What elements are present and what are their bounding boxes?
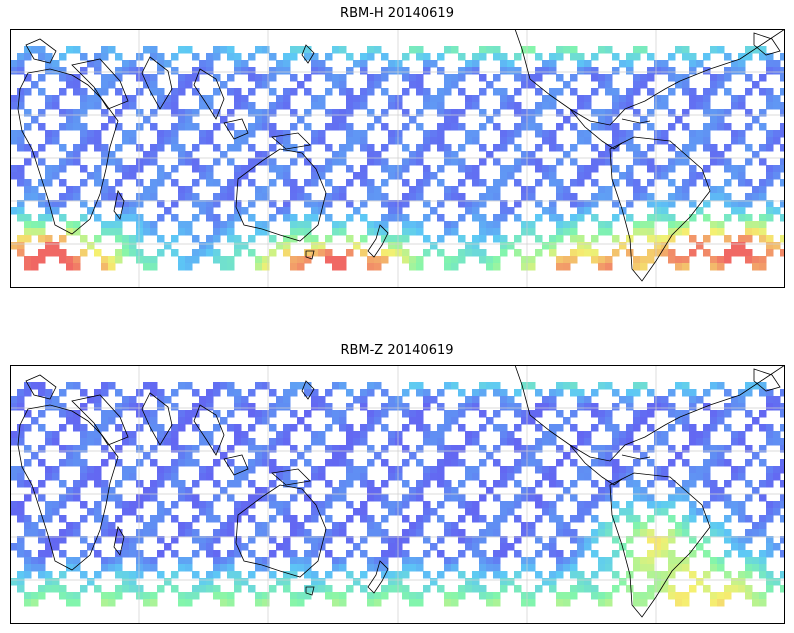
gridlines bbox=[10, 365, 785, 624]
map-frame bbox=[10, 365, 785, 624]
rbm-h-map bbox=[10, 29, 785, 288]
gridlines bbox=[10, 29, 785, 288]
panel-title-rbm-h: RBM-H 20140619 bbox=[340, 6, 454, 21]
coastlines bbox=[17, 29, 785, 282]
map-frame bbox=[10, 29, 785, 288]
coastlines bbox=[17, 365, 785, 618]
rbm-z-map bbox=[10, 365, 785, 624]
panel-title-rbm-z: RBM-Z 20140619 bbox=[340, 343, 454, 358]
swath-layer bbox=[10, 46, 785, 271]
swath-layer bbox=[10, 382, 785, 607]
